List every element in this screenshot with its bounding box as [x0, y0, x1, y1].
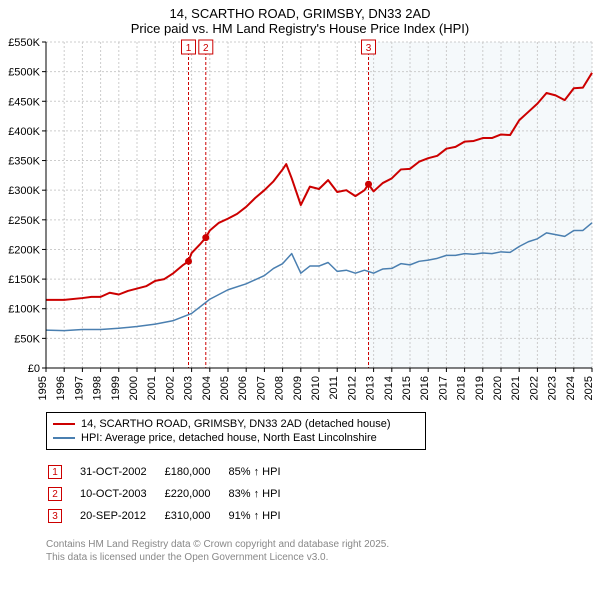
event-price: £310,000 — [165, 506, 227, 526]
svg-text:1996: 1996 — [55, 376, 67, 400]
event-date: 20-SEP-2012 — [80, 506, 163, 526]
svg-text:2025: 2025 — [583, 376, 595, 400]
event-price: £180,000 — [165, 462, 227, 482]
legend-swatch — [53, 423, 75, 425]
svg-text:2023: 2023 — [547, 376, 559, 400]
svg-text:£250K: £250K — [8, 215, 40, 227]
event-ratio: 91% ↑ HPI — [229, 506, 297, 526]
svg-text:2002: 2002 — [164, 376, 176, 400]
svg-text:£300K: £300K — [8, 185, 40, 197]
title-block: 14, SCARTHO ROAD, GRIMSBY, DN33 2AD Pric… — [0, 0, 600, 38]
svg-text:1997: 1997 — [73, 376, 85, 400]
svg-text:2005: 2005 — [219, 376, 231, 400]
svg-text:2010: 2010 — [310, 376, 322, 400]
chart: 12 3 £0 £50K £100K £150K £200K £250K £300K £350K £… — [0, 38, 600, 408]
svg-text:2007: 2007 — [255, 376, 267, 400]
svg-text:2017: 2017 — [437, 376, 449, 400]
svg-text:2012: 2012 — [346, 376, 358, 400]
table-row: 3 20-SEP-2012£310,00091% ↑ HPI — [48, 506, 297, 526]
svg-text:2: 2 — [203, 43, 209, 54]
svg-text:2006: 2006 — [237, 376, 249, 400]
legend-row: HPI: Average price, detached house, Nort… — [53, 431, 419, 445]
event-ratio: 83% ↑ HPI — [229, 484, 297, 504]
svg-text:2000: 2000 — [128, 376, 140, 400]
svg-text:1999: 1999 — [110, 376, 122, 400]
events-table: 1 31-OCT-2002£180,00085% ↑ HPI 2 10-OCT-200… — [46, 460, 299, 528]
svg-text:£550K: £550K — [8, 38, 40, 49]
svg-text:2008: 2008 — [274, 376, 286, 400]
legend-box: 14, SCARTHO ROAD, GRIMSBY, DN33 2AD (det… — [46, 412, 426, 450]
svg-text:2024: 2024 — [565, 376, 577, 400]
legend-swatch — [53, 437, 75, 439]
svg-text:£50K: £50K — [14, 333, 40, 345]
svg-text:2013: 2013 — [365, 376, 377, 400]
svg-text:2001: 2001 — [146, 376, 158, 400]
title-line-1: 14, SCARTHO ROAD, GRIMSBY, DN33 2AD — [0, 6, 600, 21]
svg-text:2022: 2022 — [528, 376, 540, 400]
svg-text:1998: 1998 — [92, 376, 104, 400]
svg-text:1995: 1995 — [37, 376, 49, 400]
event-marker: 2 — [48, 487, 62, 501]
event-date: 31-OCT-2002 — [80, 462, 163, 482]
svg-text:2019: 2019 — [474, 376, 486, 400]
svg-text:£0: £0 — [28, 363, 40, 375]
svg-text:1: 1 — [186, 43, 192, 54]
svg-text:2003: 2003 — [183, 376, 195, 400]
svg-text:2016: 2016 — [419, 376, 431, 400]
svg-text:2004: 2004 — [201, 376, 213, 400]
svg-text:2009: 2009 — [292, 376, 304, 400]
title-line-2: Price paid vs. HM Land Registry's House … — [0, 21, 600, 36]
svg-text:2015: 2015 — [401, 376, 413, 400]
svg-text:£200K: £200K — [8, 244, 40, 256]
footer-line-2: This data is licensed under the Open Gov… — [46, 551, 600, 564]
svg-text:£500K: £500K — [8, 67, 40, 79]
svg-text:£400K: £400K — [8, 126, 40, 138]
legend-label: 14, SCARTHO ROAD, GRIMSBY, DN33 2AD (det… — [81, 418, 391, 430]
event-date: 10-OCT-2003 — [80, 484, 163, 504]
event-marker: 1 — [48, 465, 62, 479]
svg-text:2020: 2020 — [492, 376, 504, 400]
svg-text:£150K: £150K — [8, 274, 40, 286]
table-row: 2 10-OCT-2003£220,00083% ↑ HPI — [48, 484, 297, 504]
svg-text:£100K: £100K — [8, 304, 40, 316]
container: 14, SCARTHO ROAD, GRIMSBY, DN33 2AD Pric… — [0, 0, 600, 564]
event-ratio: 85% ↑ HPI — [229, 462, 297, 482]
event-marker: 3 — [48, 509, 62, 523]
footer: Contains HM Land Registry data © Crown c… — [46, 538, 600, 564]
event-price: £220,000 — [165, 484, 227, 504]
footer-line-1: Contains HM Land Registry data © Crown c… — [46, 538, 600, 551]
svg-text:£350K: £350K — [8, 156, 40, 168]
legend-row: 14, SCARTHO ROAD, GRIMSBY, DN33 2AD (det… — [53, 417, 419, 431]
svg-text:2018: 2018 — [456, 376, 468, 400]
svg-text:2021: 2021 — [510, 376, 522, 400]
svg-text:2011: 2011 — [328, 376, 340, 400]
table-row: 1 31-OCT-2002£180,00085% ↑ HPI — [48, 462, 297, 482]
svg-text:£450K: £450K — [8, 96, 40, 108]
chart-svg: 12 3 £0 £50K £100K £150K £200K £250K £300K £350K £… — [0, 38, 600, 408]
svg-text:3: 3 — [366, 43, 372, 54]
svg-text:2014: 2014 — [383, 376, 395, 400]
legend-label: HPI: Average price, detached house, Nort… — [81, 432, 377, 444]
